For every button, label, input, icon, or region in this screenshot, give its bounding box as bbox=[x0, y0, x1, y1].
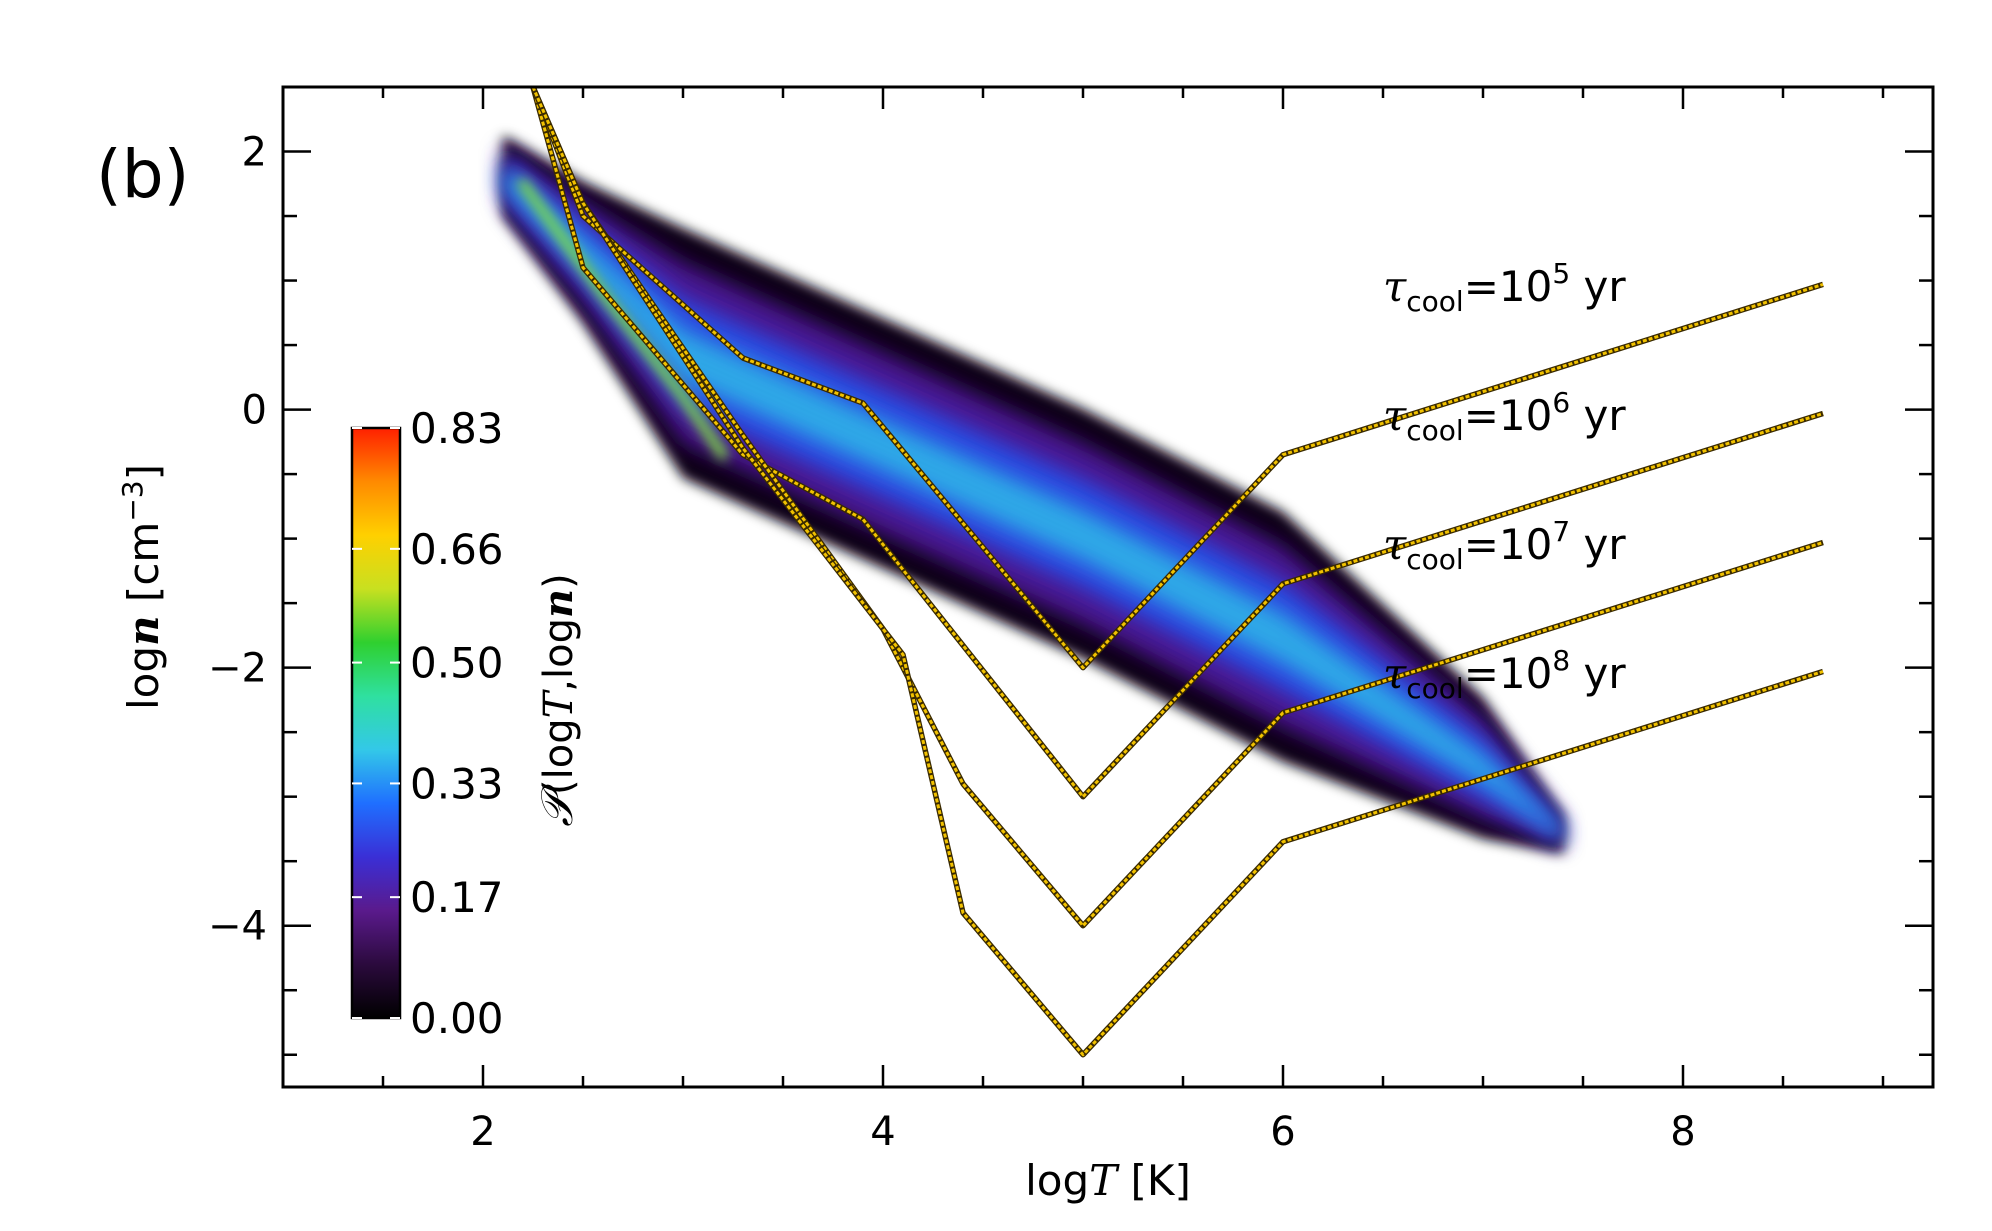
heatmap-cyan bbox=[503, 168, 1563, 839]
heatmap-peak bbox=[518, 178, 728, 460]
y-tick-label: −4 bbox=[208, 904, 267, 950]
tau-label-6: τcool=106 yr bbox=[1383, 386, 1626, 447]
x-tick-label: 4 bbox=[870, 1109, 895, 1155]
colorbar-gradient bbox=[350, 426, 402, 1020]
y-axis-label: logn [cm−3] bbox=[116, 464, 168, 710]
x-axis-label: logT [K] bbox=[1025, 1156, 1191, 1205]
axis-ticks bbox=[281, 85, 1933, 1087]
cooling-line-5 bbox=[531, 87, 1824, 670]
panel-label: (b) bbox=[96, 136, 189, 213]
y-tick-label: 0 bbox=[242, 388, 267, 434]
cooling-line-8 bbox=[531, 87, 1824, 1057]
colorbar-title: 𝒫(logT,logn) bbox=[532, 573, 583, 826]
x-tick-label: 2 bbox=[470, 1109, 495, 1155]
colorbar-tick-label: 0.50 bbox=[410, 639, 504, 688]
tau-label-5: τcool=105 yr bbox=[1383, 257, 1626, 318]
tau-label-8: τcool=108 yr bbox=[1383, 644, 1626, 705]
x-tick-label: 6 bbox=[1270, 1109, 1295, 1155]
x-tick-label: 8 bbox=[1670, 1109, 1695, 1155]
colorbar-tick-label: 0.83 bbox=[410, 404, 504, 453]
colorbar: 0.00 0.17 0.33 0.50 0.66 0.83 𝒫(logT,logn) bbox=[350, 404, 583, 1043]
plot-frame bbox=[281, 85, 1935, 1089]
axis-tick-labels: 2 4 6 8 2 0 −2 −4 bbox=[208, 130, 1696, 1155]
y-tick-label: −2 bbox=[208, 646, 267, 692]
colorbar-tick-label: 0.00 bbox=[410, 994, 504, 1043]
cooling-time-lines bbox=[530, 87, 1824, 1058]
tau-label-7: τcool=107 yr bbox=[1383, 515, 1626, 576]
cooling-line-6 bbox=[531, 87, 1824, 799]
colorbar-ticks: 0.00 0.17 0.33 0.50 0.66 0.83 bbox=[352, 404, 504, 1043]
colorbar-tick-label: 0.33 bbox=[410, 759, 504, 808]
colorbar-tick-label: 0.66 bbox=[410, 525, 504, 574]
cooling-line-7 bbox=[531, 87, 1824, 928]
colorbar-tick-label: 0.17 bbox=[410, 873, 504, 922]
cooling-time-labels: τcool=105 yr τcool=106 yr τcool=107 yr τcoo… bbox=[1383, 257, 1626, 705]
heatmap-distribution bbox=[503, 135, 1563, 854]
y-tick-label: 2 bbox=[242, 130, 267, 176]
